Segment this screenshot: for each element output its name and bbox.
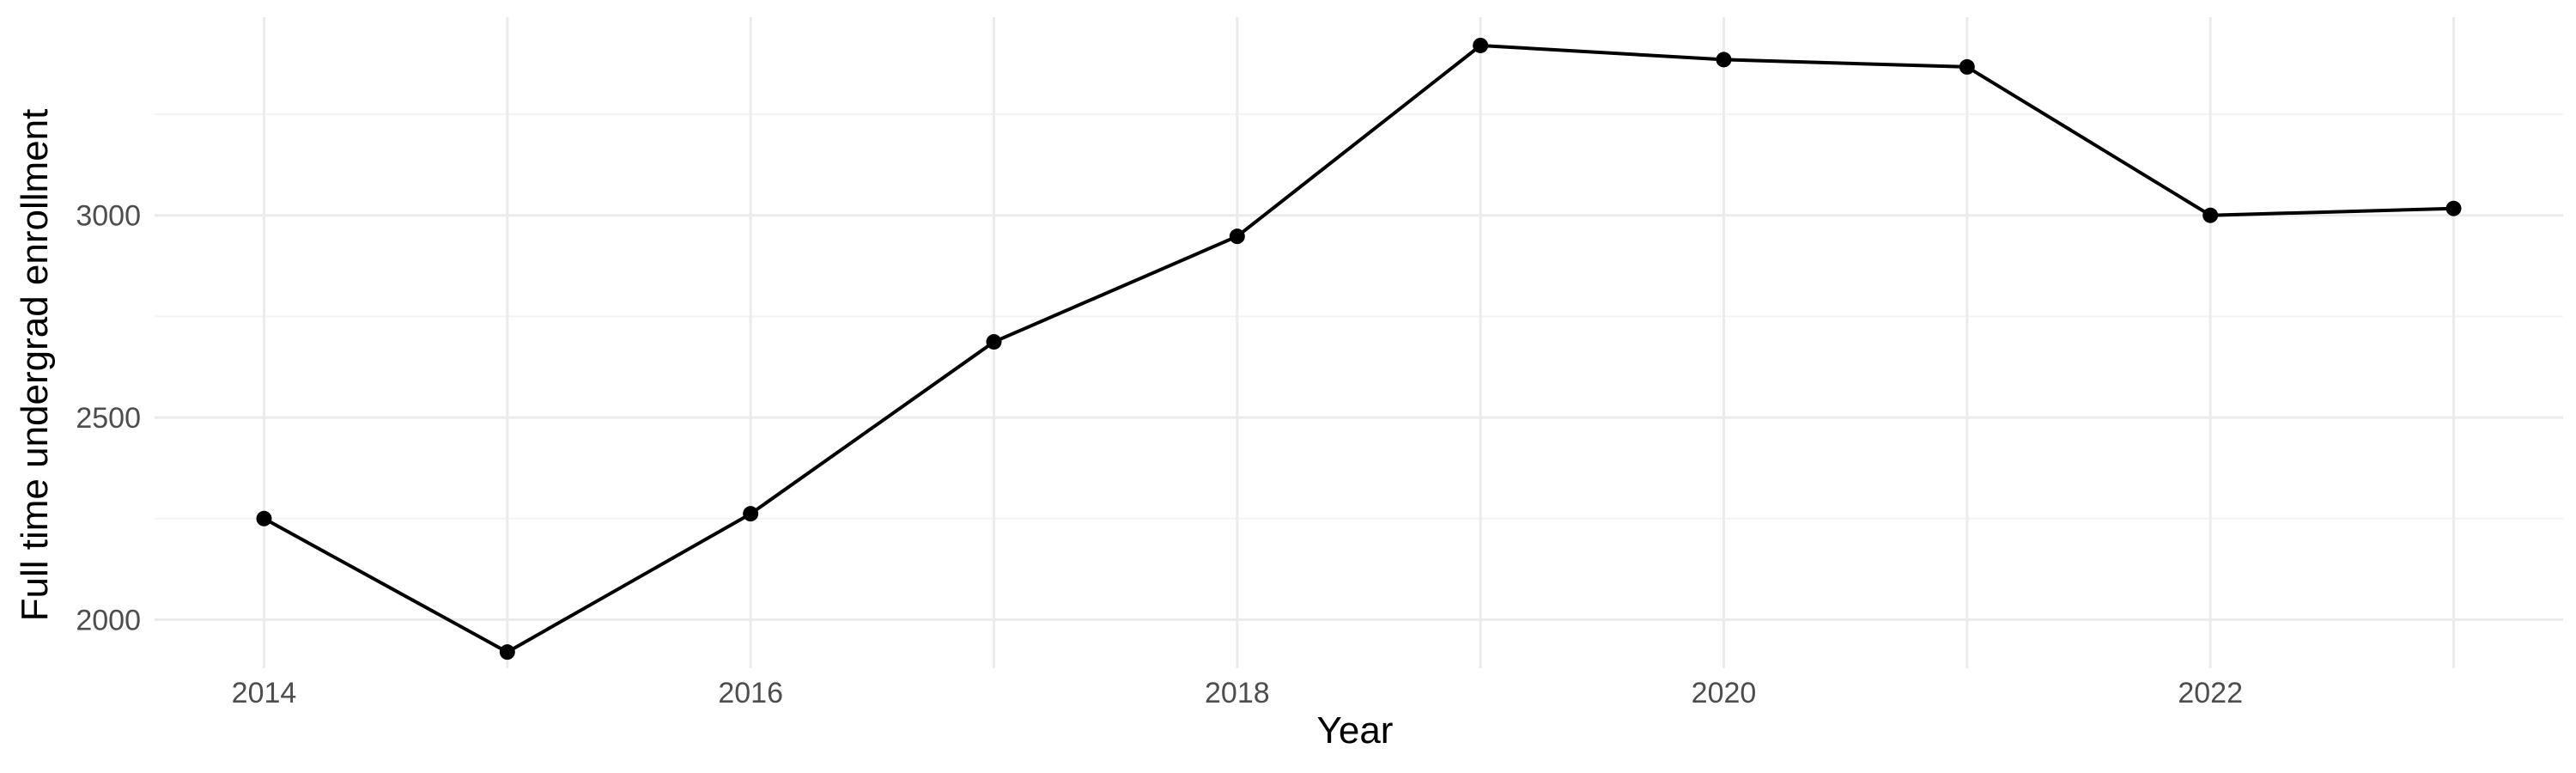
data-point <box>1959 58 1975 75</box>
series-line <box>263 44 2454 654</box>
data-point <box>1229 228 1245 245</box>
x-axis-title: Year <box>1317 709 1394 752</box>
data-point <box>986 334 1002 350</box>
x-tick-label: 2020 <box>1692 677 1757 709</box>
x-tick-label: 2014 <box>232 677 297 709</box>
data-point <box>743 506 759 522</box>
y-tick-label: 2500 <box>76 402 141 435</box>
x-axis-ticks: 2014 2016 2018 2020 2022 <box>232 677 2243 709</box>
data-point <box>2202 207 2219 223</box>
y-axis-ticks: 2000 2500 3000 <box>76 200 141 637</box>
grid-lines <box>155 17 2563 668</box>
series-enrollment <box>256 37 2462 660</box>
data-point <box>1473 37 1489 53</box>
data-point <box>256 510 272 526</box>
x-tick-label: 2022 <box>2178 677 2243 709</box>
y-tick-label: 2000 <box>76 605 141 637</box>
x-tick-label: 2016 <box>718 677 783 709</box>
data-point <box>1716 52 1732 68</box>
y-axis-title: Full time undergrad enrollment <box>14 109 56 622</box>
data-point <box>499 644 515 660</box>
data-point <box>2445 200 2462 216</box>
y-tick-label: 3000 <box>76 200 141 233</box>
x-tick-label: 2018 <box>1205 677 1270 709</box>
